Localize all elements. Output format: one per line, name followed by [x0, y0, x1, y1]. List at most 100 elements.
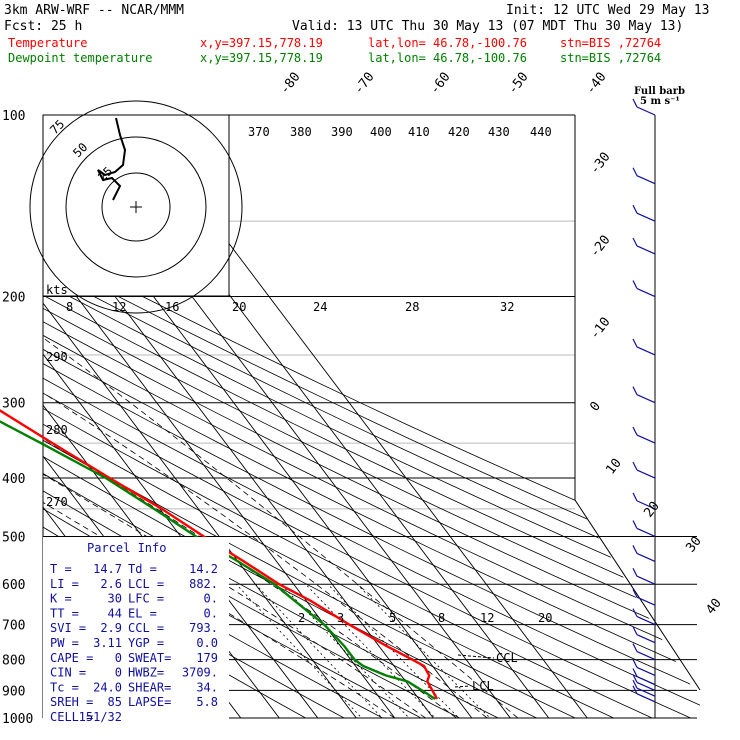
pressure-tick-label: 700 [2, 619, 25, 634]
parcel-info-value: 5.8 [196, 695, 218, 709]
isotherm-line [43, 115, 444, 718]
parcel-info-value: PW = [50, 636, 79, 650]
dry-adiabat [43, 115, 603, 718]
wind-barb [636, 681, 656, 691]
wind-barb [636, 394, 656, 404]
parcel-info-value: K = [50, 592, 72, 606]
adiabat-label: 280 [46, 423, 68, 437]
parcel-info-value: 179 [196, 651, 218, 665]
hodograph-kts-label: kts [46, 283, 68, 297]
wind-barb-flag [632, 338, 638, 348]
parcel-info-title: Parcel Info [87, 541, 166, 555]
wind-barb [636, 693, 656, 703]
wind-barb [636, 596, 656, 606]
mixing-ratio-line [235, 583, 375, 718]
parcel-info-value: 0. [204, 606, 218, 620]
theta-e-label: 420 [448, 125, 470, 139]
parcel-info-value: 14.7 [93, 562, 122, 576]
wind-barb [636, 527, 656, 538]
wind-barb [636, 552, 656, 562]
dry-adiabat [43, 115, 700, 718]
parcel-info-value: 24.0 [93, 680, 122, 694]
wind-barb [636, 666, 656, 676]
theta-e-label: 380 [290, 125, 312, 139]
latlon-dew: lat,lon= 46.78,-100.76 [368, 51, 527, 65]
ccl-annotation: CCL [496, 651, 518, 665]
mixing-ratio-line [255, 583, 395, 718]
theta-e-label: 390 [331, 125, 353, 139]
wind-barb [636, 212, 656, 222]
theta-e-label: 430 [488, 125, 510, 139]
wind-barb-flag [632, 98, 638, 108]
dewpoint-temp-tick: 32 [500, 300, 514, 314]
dewpoint-legend: Dewpoint temperature [8, 51, 153, 65]
moist-adiabat [43, 296, 519, 718]
dewpoint-temp-tick: 20 [232, 300, 246, 314]
wind-barb [636, 434, 656, 444]
parcel-info-value: YGP = [128, 636, 164, 650]
parcel-info-value: 3709. [182, 666, 218, 680]
parcel-info-value: T = [50, 562, 72, 576]
right-axis-skew [574, 499, 701, 691]
xy-coord-temp: x,y=397.15,778.19 [200, 36, 323, 50]
hodograph-ring [65, 136, 207, 278]
pressure-tick-label: 1000 [2, 712, 33, 727]
wind-barb-flag [632, 492, 638, 502]
wind-barb-flag [632, 386, 638, 395]
parcel-info-value: 30 [108, 592, 122, 606]
parcel-info-value: TT = [50, 606, 79, 620]
parcel-info-value: CAPE = [50, 651, 93, 665]
pressure-tick-label: 100 [2, 109, 25, 124]
parcel-info-value: 0 [115, 651, 122, 665]
wind-barb [636, 575, 656, 585]
wind-barb-flag [632, 643, 638, 652]
wind-barb-flag [632, 674, 638, 683]
parcel-info-value: Td = [128, 562, 157, 576]
forecast-hour: Fcst: 25 h [4, 19, 82, 34]
dry-adiabat [43, 115, 700, 718]
parcel-info-value: 34. [196, 680, 218, 694]
parcel-info-value: LAPSE= [128, 695, 171, 709]
parcel-info-value: LCL = [128, 577, 164, 591]
parcel-info-value: SVI = [50, 621, 86, 635]
dry-adiabat [43, 115, 700, 718]
wind-barb [636, 500, 656, 510]
station-dew: stn=BIS ,72764 [560, 51, 661, 65]
isotherm-line [43, 115, 367, 718]
isotherm-label: -60 [427, 70, 453, 98]
dry-adiabat [43, 115, 700, 718]
pressure-tick-label: 600 [2, 578, 25, 593]
parcel-info-value: LFC = [128, 592, 164, 606]
wind-barb-flag [632, 204, 638, 214]
theta-e-label: 400 [370, 125, 392, 139]
parcel-info-value: 151/32 [79, 710, 122, 724]
isotherm-line [43, 115, 328, 718]
pressure-tick-label: 200 [2, 291, 25, 306]
dewpoint-temp-tick: 24 [313, 300, 327, 314]
init-time: Init: 12 UTC Wed 29 May 13 [506, 3, 710, 18]
dry-adiabat [43, 115, 642, 718]
moist-adiabat [43, 296, 488, 718]
mixing-ratio-label: 3 [337, 611, 344, 625]
model-title: 3km ARW-WRF -- NCAR/MMM [4, 3, 184, 18]
isotherm-label: -10 [587, 315, 613, 343]
pressure-tick-label: 400 [2, 472, 25, 487]
dry-adiabat [43, 115, 700, 718]
wind-barb [636, 287, 656, 298]
hodograph-trace [97, 117, 127, 201]
wind-barb [636, 687, 656, 697]
wind-barb [636, 634, 656, 644]
wind-barb [636, 675, 656, 686]
wind-barb-flag [632, 567, 638, 577]
wind-barb-flag [632, 237, 638, 247]
dry-adiabat [43, 115, 700, 718]
parcel-info-value: CIN = [50, 666, 86, 680]
dry-adiabat [43, 115, 564, 718]
wind-barb-flag [632, 461, 638, 471]
isotherm-label: -40 [583, 70, 609, 98]
parcel-info-value: 793. [189, 621, 218, 635]
wind-barb [636, 175, 656, 185]
parcel-info-value: 2.6 [100, 577, 122, 591]
parcel-info-value: 0 [115, 666, 122, 680]
